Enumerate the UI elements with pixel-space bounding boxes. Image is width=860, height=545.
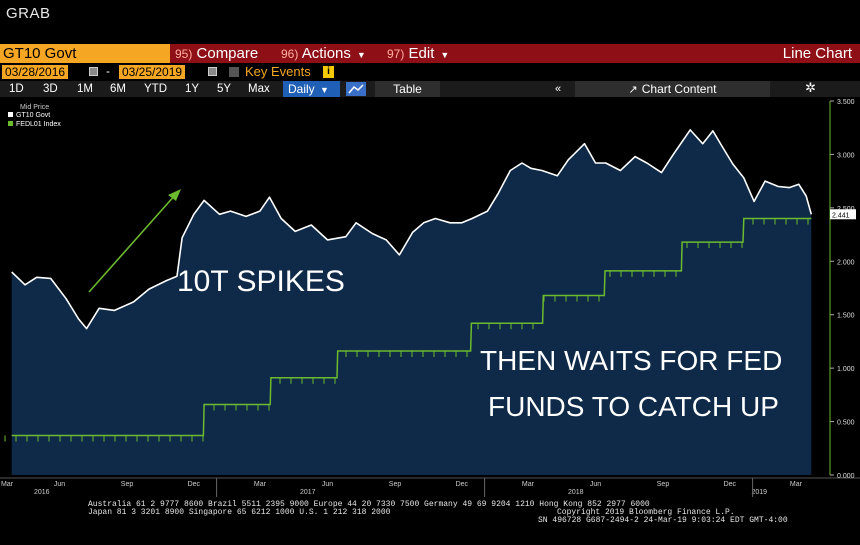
x-tick-label: Sep: [121, 481, 134, 488]
annotation-wait-line1: THEN WAITS FOR FED: [480, 345, 782, 376]
legend-title: Mid Price: [20, 104, 49, 111]
x-tick-label: Dec: [456, 481, 469, 488]
last-value-badge: [830, 209, 856, 220]
fedl01-line: [11, 217, 812, 437]
y-tick-label: 2.000: [837, 259, 855, 266]
compare-label: Compare: [196, 45, 259, 62]
x-tick-label: Mar: [790, 481, 803, 488]
caret-down-icon: ▼: [440, 50, 450, 60]
line-chart: 3.5003.0002.5002.0001.5001.0000.5000.000…: [0, 99, 860, 497]
x-year-label: 2018: [568, 489, 584, 496]
start-date-input[interactable]: 03/28/2016: [2, 65, 69, 79]
tick-marks: [4, 218, 809, 442]
chart-content-icon: ↗: [628, 84, 638, 96]
date-separator: -: [106, 64, 110, 78]
x-tick-label: Jun: [590, 481, 601, 488]
x-year-label: 2016: [34, 489, 50, 496]
x-tick-label: Dec: [724, 481, 737, 488]
y-tick-label: 1.500: [837, 313, 855, 320]
ticker-field[interactable]: GT10 Govt: [0, 44, 170, 63]
edit-button[interactable]: 97) Edit ▼: [387, 44, 449, 63]
key-events-checkbox[interactable]: [229, 67, 239, 77]
legend-swatch-gt10: [8, 112, 13, 117]
legend-item-fedl01: FEDL01 Index: [16, 121, 61, 128]
series-layer: [11, 129, 813, 437]
range-6m-button[interactable]: 6M: [110, 83, 126, 95]
y-tick-label: 0.500: [837, 420, 855, 427]
y-tick-label: 1.000: [837, 366, 855, 373]
footer-line1: Australia 61 2 9777 8600 Brazil 5511 239…: [88, 500, 650, 509]
x-tick-label: Sep: [657, 481, 670, 488]
x-tick-label: Dec: [188, 481, 201, 488]
compare-button[interactable]: 95) Compare: [175, 44, 258, 63]
last-value-label: 2.441: [832, 212, 850, 219]
y-tick-label: 0.000: [837, 473, 855, 480]
gt10-line: [11, 129, 813, 330]
y-tick-label: 3.000: [837, 152, 855, 159]
plot-area: [11, 129, 812, 475]
annotation-spike: 10T SPIKES: [177, 265, 345, 298]
footer-line2: Japan 81 3 3201 8900 Singapore 65 6212 1…: [88, 508, 391, 517]
range-5y-button[interactable]: 5Y: [217, 83, 232, 95]
chart-content-label: Chart Content: [641, 82, 717, 96]
table-button[interactable]: Table: [375, 81, 440, 97]
calendar-icon[interactable]: [89, 67, 98, 76]
annotation-wait-line2: FUNDS TO CATCH UP: [488, 391, 779, 422]
x-year-label: 2019: [752, 489, 768, 496]
grab-label: GRAB: [6, 5, 51, 22]
axis-layer: 3.5003.0002.5002.0001.5001.0000.5000.000…: [0, 99, 860, 497]
range-1d-button[interactable]: 1D: [9, 83, 24, 95]
gt10-area-fill: [11, 129, 812, 475]
compare-number: 95): [175, 47, 193, 61]
legend-swatch-fedl01: [8, 121, 13, 126]
range-max-button[interactable]: Max: [248, 83, 270, 95]
end-date-input[interactable]: 03/25/2019: [119, 65, 186, 79]
range-1y-button[interactable]: 1Y: [185, 83, 200, 95]
chart-content-button[interactable]: ↗ Chart Content: [575, 81, 770, 97]
arrow-line: [88, 193, 177, 293]
range-ytd-button[interactable]: YTD: [144, 83, 167, 95]
actions-label: Actions: [301, 45, 351, 62]
legend: Mid Price GT10 Govt FEDL01 Index: [8, 104, 61, 128]
chart-type-label: Line Chart: [782, 45, 852, 62]
gear-icon[interactable]: ✲: [805, 80, 816, 95]
edit-label: Edit: [408, 45, 435, 62]
footer-line3: Copyright 2019 Bloomberg Finance L.P.: [557, 508, 735, 517]
x-tick-label: Mar: [522, 481, 535, 488]
caret-down-icon: ▼: [356, 50, 366, 60]
caret-down-icon: ▼: [320, 85, 329, 95]
annotations: 10T SPIKES THEN WAITS FOR FED FUNDS TO C…: [88, 189, 782, 422]
actions-button[interactable]: 96) Actions ▼: [281, 44, 366, 63]
x-tick-label: Sep: [389, 481, 402, 488]
footer-line4: SN 496728 G687-2494-2 24-Mar-19 9:03:24 …: [538, 516, 788, 525]
key-events-label: Key Events: [245, 64, 311, 79]
frequency-label: Daily: [288, 82, 315, 96]
frequency-dropdown[interactable]: Daily ▼: [283, 81, 340, 97]
range-3d-button[interactable]: 3D: [43, 83, 58, 95]
x-year-label: 2017: [300, 489, 316, 496]
legend-item-gt10: GT10 Govt: [16, 112, 50, 119]
edit-number: 97): [387, 47, 405, 61]
x-tick-label: Mar: [254, 481, 267, 488]
arrow-head: [168, 189, 181, 201]
range-1m-button[interactable]: 1M: [77, 83, 93, 95]
command-toolbar: [0, 44, 860, 63]
y-tick-label: 3.500: [837, 99, 855, 106]
line-chart-icon[interactable]: [346, 82, 366, 96]
x-tick-label: Jun: [322, 481, 333, 488]
actions-number: 96): [281, 47, 299, 61]
collapse-icon[interactable]: «: [555, 83, 562, 95]
x-tick-label: Mar: [1, 481, 14, 488]
x-tick-label: Jun: [54, 481, 65, 488]
info-icon[interactable]: i: [323, 66, 334, 78]
calendar-icon[interactable]: [208, 67, 217, 76]
